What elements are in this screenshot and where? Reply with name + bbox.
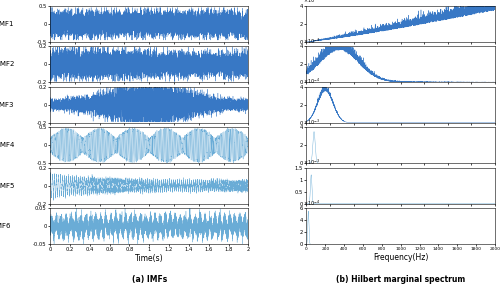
Text: ×10$^{-4}$: ×10$^{-4}$ xyxy=(302,77,320,86)
Y-axis label: IMF4: IMF4 xyxy=(0,142,14,148)
Y-axis label: IMF3: IMF3 xyxy=(0,102,14,108)
Text: ×10$^{-4}$: ×10$^{-4}$ xyxy=(302,0,320,5)
Y-axis label: IMF2: IMF2 xyxy=(0,61,14,67)
Y-axis label: IMF5: IMF5 xyxy=(0,183,14,189)
Text: ×10$^{-3}$: ×10$^{-3}$ xyxy=(302,118,320,127)
Y-axis label: IMF6: IMF6 xyxy=(0,223,11,229)
Y-axis label: IMF1: IMF1 xyxy=(0,21,14,27)
Text: (b) Hilbert marginal spectrum: (b) Hilbert marginal spectrum xyxy=(336,275,466,284)
X-axis label: Frequency(Hz): Frequency(Hz) xyxy=(373,253,428,262)
Text: ×10$^{-4}$: ×10$^{-4}$ xyxy=(302,37,320,46)
X-axis label: Time(s): Time(s) xyxy=(135,254,164,263)
Text: ×10$^{-3}$: ×10$^{-3}$ xyxy=(302,158,320,167)
Text: ×10$^{-4}$: ×10$^{-4}$ xyxy=(302,199,320,208)
Text: (a) IMFs: (a) IMFs xyxy=(132,275,167,284)
